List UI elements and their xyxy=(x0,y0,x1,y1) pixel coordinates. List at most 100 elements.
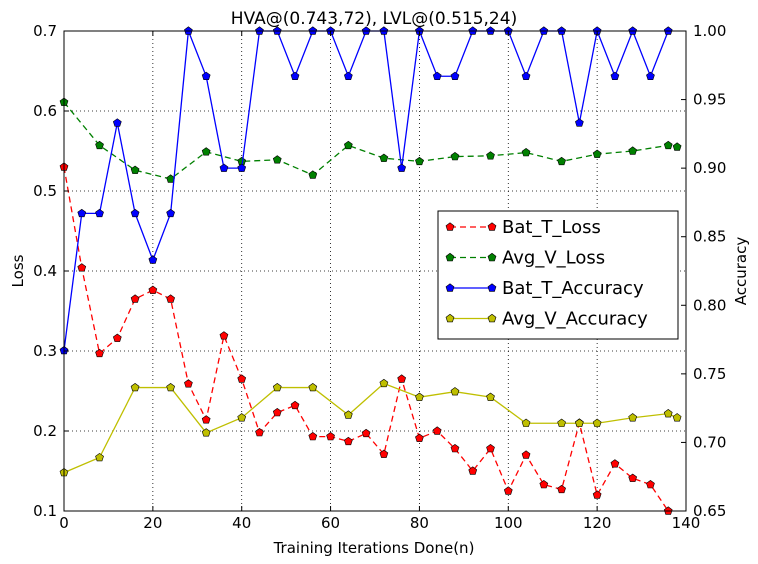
data-point-bat-t-loss xyxy=(130,294,140,303)
x-tick-label: 80 xyxy=(410,514,429,532)
data-point-bat-t-accuracy xyxy=(95,208,104,218)
data-point-bat-t-accuracy xyxy=(148,255,158,264)
legend-box xyxy=(437,210,679,340)
legend-label: Bat_T_Loss xyxy=(502,217,601,238)
data-point-avg-v-loss xyxy=(486,151,495,160)
legend-marker xyxy=(487,313,497,323)
data-point-bat-t-loss xyxy=(432,426,442,435)
y-tick-label: 0.3 xyxy=(33,342,57,360)
legend-label: Avg_V_Loss xyxy=(502,248,605,269)
y-tick-label: 0.4 xyxy=(33,262,57,280)
data-point-bat-t-loss xyxy=(343,436,353,446)
data-point-avg-v-accuracy xyxy=(663,409,673,418)
legend-label: Avg_V_Accuracy xyxy=(502,309,648,330)
data-point-avg-v-accuracy xyxy=(308,382,318,392)
data-point-avg-v-loss xyxy=(308,170,318,179)
data-point-bat-t-accuracy xyxy=(130,208,140,218)
data-point-bat-t-loss xyxy=(486,444,495,453)
data-point-avg-v-accuracy xyxy=(343,410,353,419)
data-point-bat-t-accuracy xyxy=(112,118,122,127)
series-avg-v-accuracy xyxy=(59,378,682,477)
y-tick-label: 0.7 xyxy=(33,22,57,40)
data-point-avg-v-loss xyxy=(628,146,638,155)
y2-tick-label: 0.80 xyxy=(693,296,726,314)
legend-marker xyxy=(445,222,455,231)
data-point-bat-t-loss xyxy=(326,432,335,441)
data-point-avg-v-accuracy xyxy=(272,382,282,392)
x-tick-label: 100 xyxy=(494,514,523,532)
legend-marker xyxy=(445,252,455,262)
legend-item-bat-t-accuracy: Bat_T_Accuracy xyxy=(445,278,644,299)
legend-marker xyxy=(487,222,497,231)
y2-tick-label: 0.90 xyxy=(693,159,726,177)
data-point-avg-v-loss xyxy=(450,152,460,161)
chart-title: HVA@(0.743,72), LVL@(0.515,24) xyxy=(231,9,517,29)
y-axis-label: Loss xyxy=(9,254,27,287)
data-point-avg-v-loss xyxy=(663,140,673,150)
data-point-bat-t-accuracy xyxy=(610,71,620,80)
y2-tick-label: 0.75 xyxy=(693,365,726,383)
data-point-avg-v-accuracy xyxy=(95,452,104,462)
y2-tick-label: 0.85 xyxy=(693,228,726,246)
data-point-avg-v-accuracy xyxy=(130,382,140,392)
data-point-bat-t-loss xyxy=(201,415,211,424)
data-point-bat-t-loss xyxy=(646,480,655,489)
x-tick-label: 0 xyxy=(59,514,69,532)
data-point-avg-v-accuracy xyxy=(379,378,389,388)
x-tick-label: 20 xyxy=(143,514,162,532)
data-point-bat-t-loss xyxy=(503,486,513,495)
data-point-avg-v-loss xyxy=(95,140,104,150)
x-tick-label: 40 xyxy=(232,514,251,532)
y-tick-label: 0.5 xyxy=(33,182,57,200)
data-point-bat-t-accuracy xyxy=(646,71,655,80)
data-point-avg-v-loss xyxy=(521,148,531,157)
data-point-avg-v-loss xyxy=(592,149,602,158)
legend-marker xyxy=(487,252,497,262)
data-point-bat-t-loss xyxy=(272,408,282,417)
data-point-bat-t-loss xyxy=(610,459,620,468)
data-point-avg-v-accuracy xyxy=(201,428,211,437)
data-point-bat-t-accuracy xyxy=(575,118,584,127)
data-point-avg-v-accuracy xyxy=(486,392,495,401)
data-point-avg-v-loss xyxy=(557,156,566,166)
x-tick-label: 140 xyxy=(672,514,701,532)
y-tick-label: 0.2 xyxy=(33,422,57,440)
data-point-avg-v-accuracy xyxy=(592,418,602,427)
data-point-avg-v-loss xyxy=(130,165,140,174)
data-point-bat-t-loss xyxy=(397,374,407,383)
data-point-bat-t-loss xyxy=(468,466,478,475)
data-point-bat-t-loss xyxy=(415,433,424,442)
data-point-avg-v-accuracy xyxy=(521,418,531,427)
y-tick-label: 0.1 xyxy=(33,502,57,520)
data-point-bat-t-accuracy xyxy=(290,71,300,80)
data-point-avg-v-accuracy xyxy=(575,418,584,427)
data-point-avg-v-accuracy xyxy=(628,413,638,422)
data-point-bat-t-loss xyxy=(592,490,602,499)
data-point-bat-t-loss xyxy=(255,428,264,437)
data-point-bat-t-loss xyxy=(628,473,638,482)
legend: Bat_T_Loss Avg_V_Loss Bat_T_Accuracy Avg_V_… xyxy=(437,210,679,340)
series-bat-t-loss xyxy=(59,162,673,515)
data-point-bat-t-accuracy xyxy=(343,71,353,80)
data-point-avg-v-accuracy xyxy=(166,382,175,392)
data-point-bat-t-loss xyxy=(379,449,389,458)
data-point-bat-t-accuracy xyxy=(397,163,407,172)
data-point-bat-t-accuracy xyxy=(432,71,442,80)
data-point-bat-t-loss xyxy=(77,263,87,272)
data-point-bat-t-loss xyxy=(95,348,104,358)
data-point-bat-t-loss xyxy=(219,331,229,340)
data-point-bat-t-accuracy xyxy=(201,71,211,80)
data-point-bat-t-loss xyxy=(148,285,158,294)
data-point-bat-t-loss xyxy=(557,484,566,494)
y2-axis-label: Accuracy xyxy=(732,237,750,306)
legend-item-avg-v-accuracy: Avg_V_Accuracy xyxy=(445,309,648,330)
data-point-bat-t-accuracy xyxy=(77,208,87,218)
y2-tick-label: 1.00 xyxy=(693,22,726,40)
data-point-bat-t-loss xyxy=(112,333,122,342)
data-point-avg-v-accuracy xyxy=(450,387,460,396)
y2-tick-label: 0.95 xyxy=(693,91,726,109)
data-point-bat-t-loss xyxy=(184,379,193,388)
data-point-bat-t-loss xyxy=(308,432,318,441)
legend-item-bat-t-loss: Bat_T_Loss xyxy=(445,217,601,238)
